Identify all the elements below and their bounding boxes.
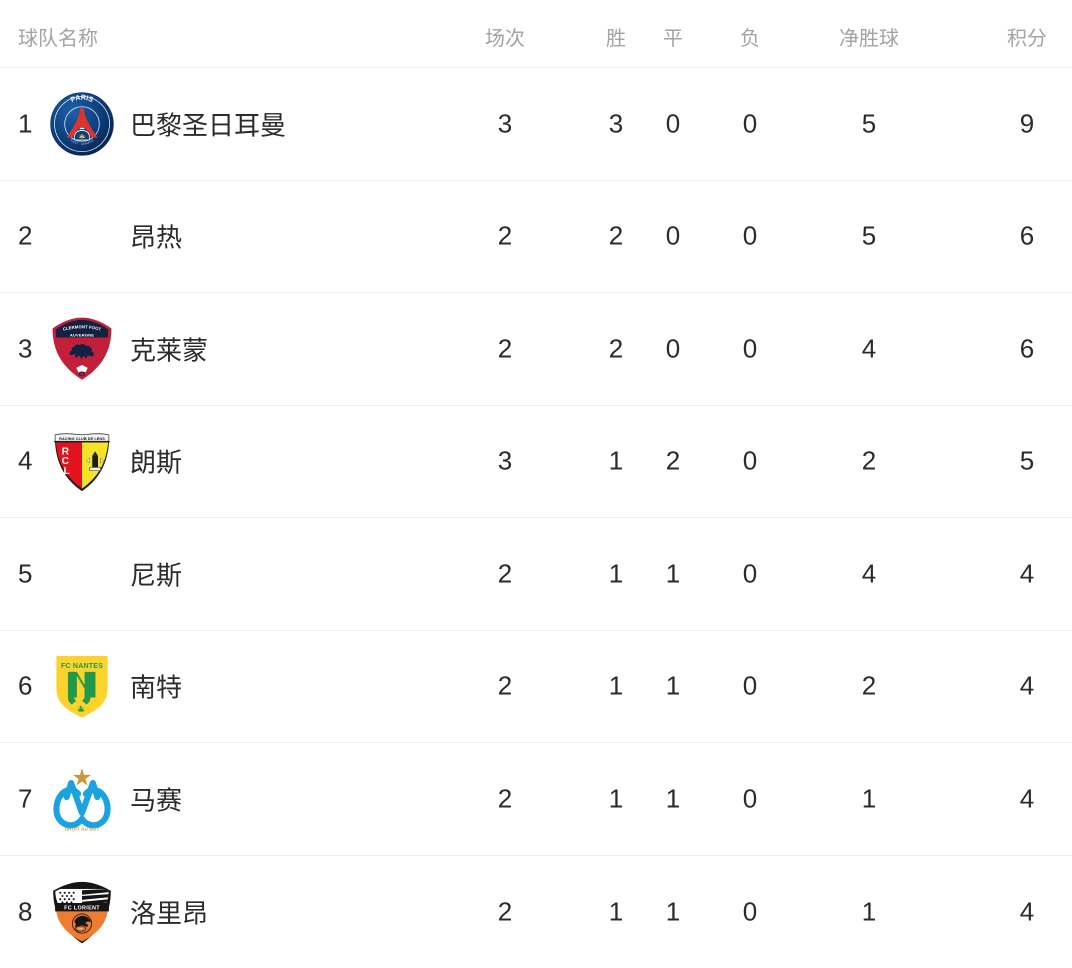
svg-text:RACING CLUB DE LENS: RACING CLUB DE LENS — [59, 437, 105, 441]
svg-text:FC LORIENT: FC LORIENT — [64, 905, 100, 911]
svg-text:FC NANTES: FC NANTES — [61, 663, 103, 670]
svg-text:L: L — [64, 466, 70, 477]
svg-text:AUVERGNE: AUVERGNE — [70, 332, 94, 337]
svg-text:DROIT AU BUT: DROIT AU BUT — [65, 826, 100, 831]
svg-text:63: 63 — [79, 372, 85, 378]
